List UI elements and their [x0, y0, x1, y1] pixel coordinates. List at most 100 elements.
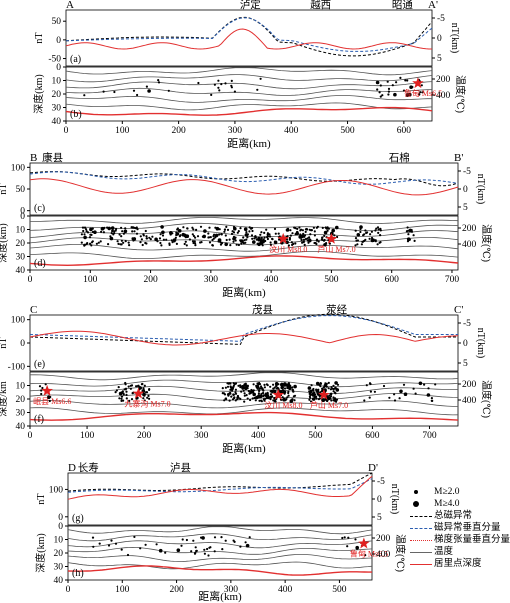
earthquake-dot: [91, 230, 94, 234]
section-panel-label: (d): [34, 258, 46, 269]
earthquake-dot: [115, 227, 118, 231]
earthquake-dot: [121, 230, 124, 233]
earthquake-star: [318, 388, 330, 400]
earthquake-dot: [121, 390, 124, 393]
earthquake-dot: [379, 241, 382, 244]
x-tick-label: 400: [264, 275, 279, 285]
earthquake-dot: [407, 229, 410, 232]
earthquake-dot: [120, 548, 123, 551]
earthquake-dot: [332, 390, 335, 393]
earthquake-dot: [237, 243, 240, 247]
earthquake-dot: [143, 384, 146, 387]
earthquake-dot: [269, 235, 272, 238]
place-label: 长寿: [78, 461, 99, 474]
distance-axis-label: 距离(km): [227, 136, 271, 150]
earthquake-dot: [213, 83, 216, 86]
earthquake-dot: [323, 230, 328, 235]
earthquake-dot: [307, 386, 312, 390]
earthquake-dot: [124, 381, 127, 385]
earthquake-dot: [137, 384, 140, 387]
mag-right-tick-label: -5: [463, 319, 471, 329]
earthquake-dot: [326, 229, 329, 232]
earthquake-dot: [206, 547, 209, 551]
earthquake-dot: [89, 242, 92, 245]
legend-label: 总磁异常: [434, 511, 473, 521]
earthquake-dot: [110, 232, 113, 235]
earthquake-dot: [236, 231, 239, 234]
earthquake-dot: [322, 239, 326, 242]
earthquake-dot: [116, 240, 119, 243]
earthquake-dot: [263, 383, 266, 386]
x-tick-label: 500: [332, 585, 347, 595]
earthquake-dot: [336, 235, 339, 239]
earthquake-dot: [195, 228, 198, 231]
earthquake-dot: [127, 385, 130, 388]
x-tick-label: 0: [66, 585, 71, 595]
earthquake-dot: [159, 233, 162, 236]
place-label: 荥经: [326, 303, 347, 316]
earthquake-dot: [38, 385, 42, 388]
earthquake-dot: [161, 230, 165, 235]
earthquake-dot: [160, 225, 164, 229]
earthquake-dot: [142, 387, 145, 390]
earthquake-dot: [334, 392, 337, 395]
earthquake-dot: [118, 391, 123, 396]
earthquake-dot: [263, 231, 266, 234]
earthquake-dot: [375, 227, 378, 230]
earthquake-dot: [130, 398, 134, 401]
legend-item-total-anomaly: 总磁异常: [408, 510, 510, 522]
earthquake-dot: [310, 384, 313, 387]
earthquake-dot: [148, 388, 151, 391]
event-label: 芦山 Ms7.0: [310, 400, 348, 410]
earthquake-dot: [377, 231, 380, 234]
earthquake-dot: [106, 226, 109, 229]
earthquake-dot: [249, 392, 252, 395]
temperature-contour: [30, 372, 459, 381]
earthquake-dot: [341, 536, 344, 540]
mag-right-tick-label: 5: [377, 513, 382, 523]
earthquake-dot: [120, 226, 123, 229]
earthquake-dot: [246, 397, 249, 400]
earthquake-dot: [208, 546, 211, 549]
temperature-contour: [67, 554, 373, 562]
earthquake-dot: [192, 539, 195, 542]
earthquake-dot: [239, 239, 242, 242]
earthquake-dot: [127, 241, 130, 244]
earthquake-dot: [273, 240, 278, 245]
x-tick-label: 400: [284, 126, 299, 136]
mag-tick-label: 50: [52, 17, 62, 27]
earthquake-dot: [321, 226, 324, 229]
earthquake-dot: [219, 243, 223, 246]
earthquake-dot: [257, 236, 261, 241]
earthquake-dot: [142, 397, 145, 400]
earthquake-dot: [125, 393, 128, 396]
earthquake-dot: [110, 539, 113, 542]
place-label: 越西: [310, 0, 331, 11]
earthquake-dot: [291, 232, 294, 235]
earthquake-dot: [208, 241, 212, 244]
temperature-contour: [67, 540, 373, 549]
earthquake-dot: [269, 395, 272, 398]
x-tick-label: 300: [204, 275, 219, 285]
earthquake-dot: [145, 242, 148, 245]
earthquake-dot: [101, 227, 105, 230]
mag-right-tick-label: -5: [377, 477, 385, 487]
earthquake-dot: [287, 390, 290, 393]
earthquake-dot: [230, 79, 233, 82]
earthquake-dot: [225, 225, 228, 228]
earthquake-dot: [307, 241, 310, 244]
depth-tick-label: 20: [54, 549, 64, 559]
earthquake-dot: [260, 385, 263, 388]
earthquake-dot: [239, 386, 242, 389]
mag-right-tick-label: 5: [437, 54, 442, 64]
x-tick-label: 200: [143, 275, 158, 285]
earthquake-dot: [330, 386, 333, 389]
earthquake-dot: [269, 385, 272, 388]
earthquake-dot: [312, 389, 315, 392]
gradient-anomaly-curve: [29, 178, 459, 196]
earthquake-dot: [102, 231, 105, 234]
earthquake-dot: [329, 395, 333, 398]
earthquake-dot: [406, 79, 409, 82]
depth-tick-label: 0: [58, 522, 63, 532]
earthquake-dot: [136, 93, 139, 97]
